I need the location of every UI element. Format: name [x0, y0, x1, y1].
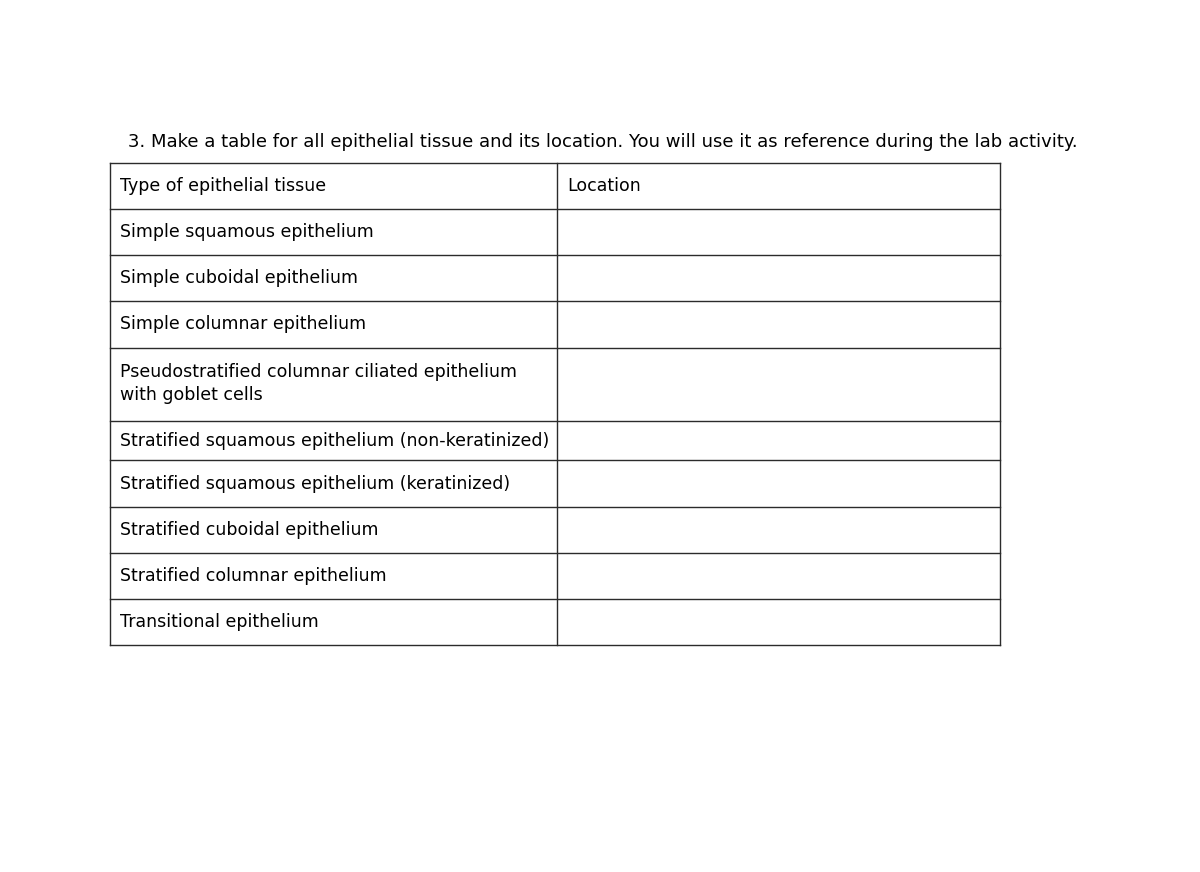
Text: Stratified columnar epithelium: Stratified columnar epithelium [120, 567, 386, 585]
Text: 3. Make a table for all epithelial tissue and its location. You will use it as r: 3. Make a table for all epithelial tissu… [128, 133, 1078, 151]
Text: Simple columnar epithelium: Simple columnar epithelium [120, 316, 366, 333]
Text: Transitional epithelium: Transitional epithelium [120, 613, 319, 631]
Text: Type of epithelial tissue: Type of epithelial tissue [120, 177, 326, 195]
Text: Location: Location [568, 177, 641, 195]
Text: Stratified cuboidal epithelium: Stratified cuboidal epithelium [120, 521, 378, 539]
Text: Simple squamous epithelium: Simple squamous epithelium [120, 223, 373, 242]
Text: Pseudostratified columnar ciliated epithelium
with goblet cells: Pseudostratified columnar ciliated epith… [120, 363, 517, 404]
Text: Simple cuboidal epithelium: Simple cuboidal epithelium [120, 269, 358, 288]
Text: Stratified squamous epithelium (non-keratinized): Stratified squamous epithelium (non-kera… [120, 432, 550, 450]
Text: Stratified squamous epithelium (keratinized): Stratified squamous epithelium (keratini… [120, 474, 510, 493]
